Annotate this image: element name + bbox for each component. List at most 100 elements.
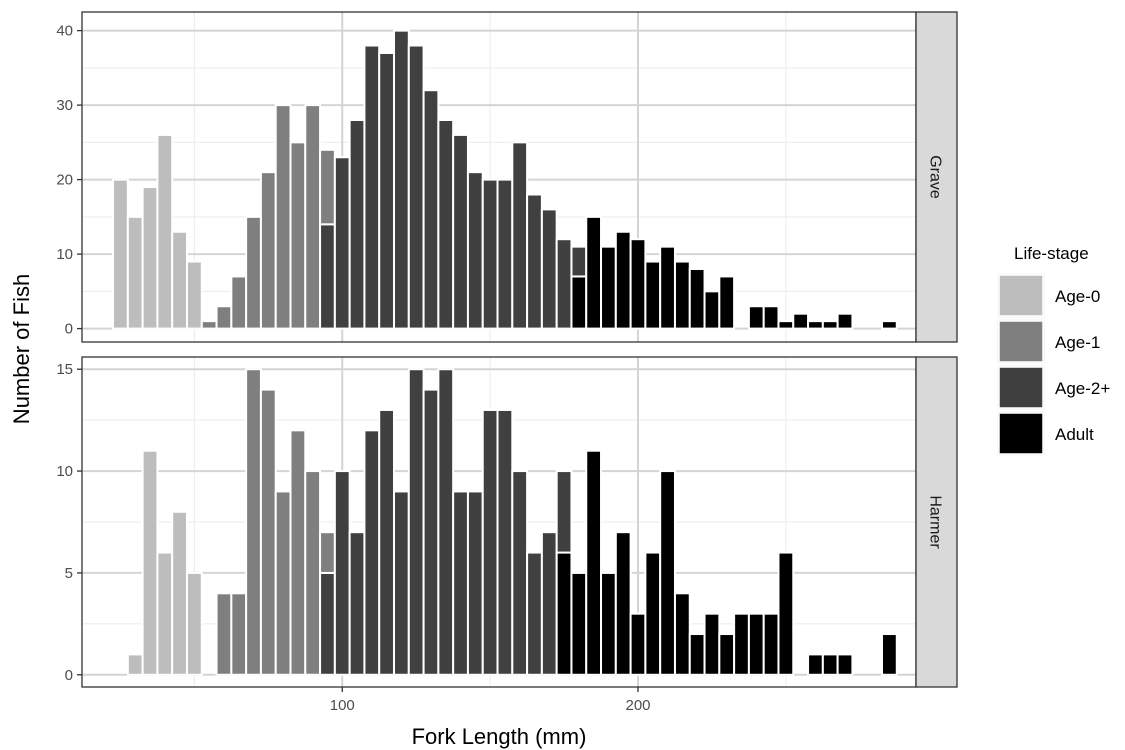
bar-adult-195: [614, 230, 632, 330]
legend-title: Life-stage: [1014, 244, 1089, 263]
bar-age-1-85: [289, 429, 307, 676]
bar-adult-180: [570, 571, 588, 676]
bar-age-2plus-145: [466, 490, 484, 676]
x-tick-label: 100: [330, 697, 355, 714]
bar-adult-205: [644, 551, 662, 676]
bar-age-0-25: [112, 178, 129, 330]
y-tick-label: 0: [65, 667, 73, 684]
bar-age-2plus-100: [333, 470, 351, 676]
bar-age-1-80: [274, 490, 292, 676]
bar-adult-250: [777, 320, 795, 330]
bar-adult-265: [821, 320, 839, 330]
facet-strip-label: Grave: [927, 155, 944, 199]
bar-age-2plus-105: [348, 531, 366, 676]
bar-age-1-80: [274, 104, 292, 330]
bar-age-2plus-160: [511, 141, 529, 330]
bar-age-2plus-105: [348, 119, 366, 330]
y-tick-label: 0: [65, 321, 73, 338]
bar-age-2plus-100: [333, 156, 351, 330]
bar-adult-270: [836, 653, 854, 676]
bar-age-2plus-140: [452, 133, 469, 330]
y-tick-label: 20: [56, 172, 73, 189]
bar-age-2plus-125: [407, 44, 425, 330]
legend-label: Adult: [1055, 425, 1094, 444]
bar-age-2plus-135: [437, 119, 455, 330]
bar-adult-240: [747, 612, 765, 676]
legend-key-age-1: [998, 320, 1044, 363]
bar-age-1-60: [215, 305, 233, 330]
bar-adult-200: [629, 238, 647, 330]
bar-age-0-45: [171, 510, 188, 676]
bar-age-1-95: [319, 148, 336, 226]
bar-adult-225: [703, 612, 721, 676]
y-tick-label: 10: [56, 246, 73, 263]
bar-adult-230: [718, 633, 736, 676]
bar-adult-230: [718, 275, 736, 330]
bar-age-2plus-120: [393, 490, 410, 676]
panel-grave: Grave 0 10 20 30 40: [56, 11, 958, 343]
bar-age-2plus-165: [526, 551, 543, 676]
bar-age-0-35: [141, 449, 159, 676]
bar-age-2plus-165: [526, 193, 543, 330]
bar-age-2plus-115: [378, 408, 396, 676]
bar-age-1-75: [259, 171, 277, 330]
bar-age-0-45: [171, 230, 188, 330]
legend-key-adult: [998, 412, 1044, 455]
bar-age-1-60: [215, 592, 233, 676]
bar-adult-260: [807, 320, 824, 330]
y-tick-label: 40: [56, 23, 73, 40]
bar-age-0-50: [185, 260, 203, 330]
bar-adult-200: [629, 612, 647, 676]
bar-adult-225: [703, 290, 721, 330]
legend-key-age-2plus: [998, 366, 1044, 409]
bar-age-0-30: [126, 653, 144, 676]
bar-adult-235: [733, 612, 750, 676]
bar-adult-205: [644, 260, 662, 330]
panel-harmer: Harmer 0 5 10 15 100 200: [56, 356, 958, 714]
y-tick-label: 5: [65, 565, 73, 582]
bar-age-2plus-180: [570, 245, 588, 278]
bar-adult-175: [555, 551, 573, 676]
bar-adult-210: [659, 245, 676, 330]
bar-adult-220: [688, 267, 706, 330]
bar-adult-245: [762, 305, 780, 330]
bar-age-2plus-175: [555, 470, 573, 554]
facet-panels: Grave 0 10 20 30 40 Harmer 0 5 10 15 100 200: [56, 11, 958, 714]
bar-adult-210: [659, 470, 676, 676]
bar-age-2plus-110: [363, 429, 381, 676]
y-tick-label: 30: [56, 97, 73, 114]
bar-adult-185: [585, 449, 603, 676]
bar-adult-240: [747, 305, 765, 330]
bar-age-2plus-155: [496, 408, 514, 676]
bar-age-2plus-110: [363, 44, 381, 330]
bar-age-2plus-170: [540, 531, 558, 676]
bar-age-2plus-125: [407, 368, 425, 676]
bar-age-2plus-130: [422, 388, 440, 676]
bar-adult-190: [600, 571, 617, 676]
bar-age-1-90: [304, 104, 322, 330]
bars: [112, 29, 898, 330]
legend-label: Age-2+: [1055, 379, 1110, 398]
legend-label: Age-0: [1055, 287, 1100, 306]
bar-age-2plus-140: [452, 490, 469, 676]
bar-age-2plus-170: [540, 208, 558, 330]
bar-adult-215: [673, 260, 691, 330]
x-tick-label: 200: [625, 697, 650, 714]
y-axis-title: Number of Fish: [9, 274, 34, 424]
bar-age-2plus-145: [466, 171, 484, 330]
bar-age-1-70: [245, 368, 262, 676]
bar-age-1-95: [319, 531, 336, 574]
bar-adult-255: [792, 312, 810, 330]
bar-age-0-40: [156, 133, 174, 330]
bar-age-2plus-95: [319, 571, 336, 676]
bar-adult-250: [777, 551, 795, 676]
bar-age-2plus-175: [555, 238, 573, 330]
bar-adult-265: [821, 653, 839, 676]
bar-adult-195: [614, 531, 632, 676]
bar-adult-185: [585, 215, 603, 330]
bar-age-1-65: [230, 592, 248, 676]
bar-age-0-50: [185, 571, 203, 676]
legend-label: Age-1: [1055, 333, 1100, 352]
bar-age-1-90: [304, 470, 322, 676]
